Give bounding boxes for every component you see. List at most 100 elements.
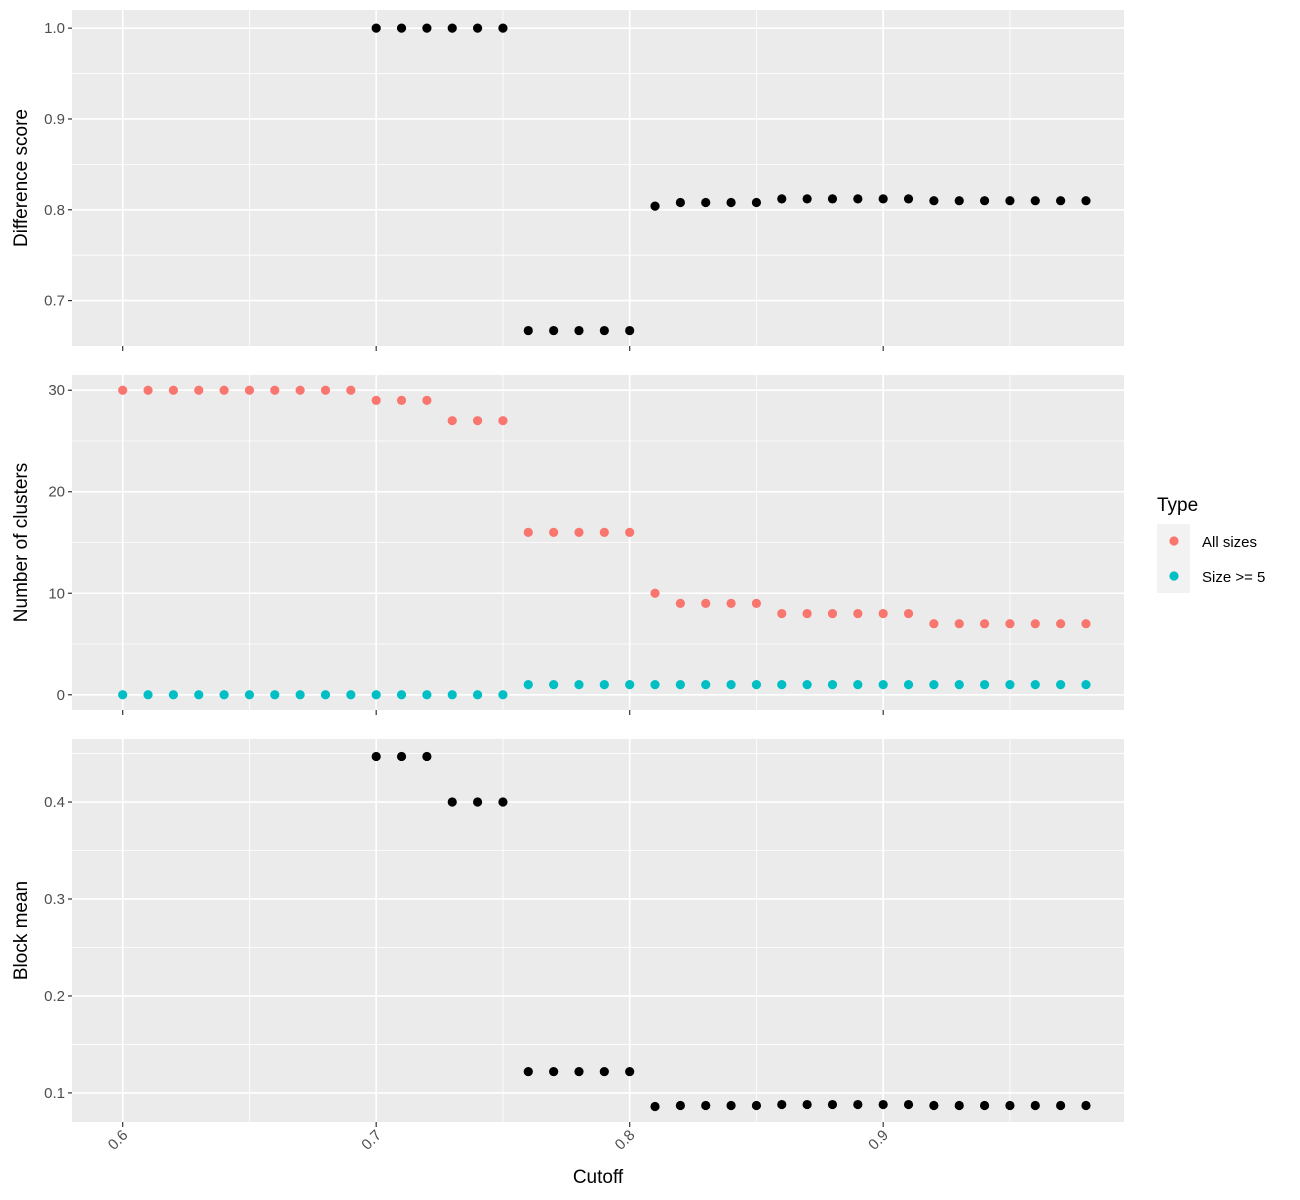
data-point: [929, 196, 939, 206]
data-point: [650, 201, 660, 211]
data-point: [1081, 1100, 1091, 1111]
data-point: [726, 1100, 736, 1111]
data-point: [168, 690, 178, 700]
data-point: [1030, 619, 1040, 629]
data-point: [954, 680, 964, 690]
data-point: [1030, 680, 1040, 690]
data-point: [371, 395, 381, 405]
y-tick-label: 0.4: [44, 794, 65, 811]
legend-key-background: [1157, 524, 1190, 593]
data-point: [1005, 196, 1015, 206]
y-tick-label: 0.7: [44, 293, 65, 310]
y-tick-label: 30: [48, 382, 65, 399]
data-point: [979, 680, 990, 690]
data-point: [903, 1099, 914, 1110]
data-point: [396, 395, 407, 405]
y-axis-title: Number of clusters: [11, 463, 32, 622]
data-point: [396, 751, 407, 762]
data-point: [498, 416, 508, 426]
data-point: [726, 598, 736, 609]
data-point: [625, 527, 635, 537]
data-point: [929, 680, 939, 690]
data-point: [1056, 680, 1066, 690]
data-point: [523, 527, 533, 537]
panel-background: [72, 10, 1124, 346]
y-tick-label: 0.1: [44, 1085, 65, 1102]
data-point: [371, 690, 381, 700]
data-point: [827, 194, 838, 204]
data-point: [422, 395, 432, 405]
panel-2: 0 10 20 30 Number of clusters: [11, 375, 1124, 715]
data-point: [295, 385, 305, 395]
x-axis-title: Cutoff: [573, 1167, 624, 1188]
y-tick-label: 10: [48, 585, 65, 602]
data-point: [143, 385, 153, 395]
data-point: [625, 680, 635, 690]
x-axis: 0.6 0.7 0.8 0.9: [105, 1127, 892, 1154]
data-point: [244, 385, 255, 395]
data-point: [650, 1101, 660, 1112]
y-tick-label: 20: [48, 484, 65, 501]
data-point: [523, 680, 533, 690]
data-point: [853, 608, 863, 619]
data-point: [675, 197, 685, 208]
x-tick-label: 0.9: [865, 1127, 892, 1154]
y-tick-label: 0: [57, 687, 65, 704]
data-point: [726, 197, 736, 208]
data-point: [472, 416, 483, 426]
data-point: [295, 690, 305, 700]
data-point: [447, 797, 457, 807]
data-point: [549, 680, 559, 690]
data-point: [625, 1066, 635, 1077]
legend-label: Size >= 5: [1202, 569, 1265, 586]
data-point: [878, 608, 888, 619]
data-point: [675, 598, 685, 609]
data-point: [675, 1100, 685, 1111]
data-point: [599, 527, 609, 537]
data-point: [498, 797, 508, 807]
data-point: [498, 690, 508, 700]
data-point: [244, 690, 255, 700]
series-1: [371, 23, 1091, 336]
data-point: [396, 690, 407, 700]
data-point: [777, 608, 787, 619]
data-point: [472, 23, 483, 33]
data-point: [498, 23, 508, 33]
data-point: [320, 385, 331, 395]
data-point: [650, 680, 660, 690]
legend-key: [1169, 571, 1179, 581]
data-point: [827, 608, 838, 619]
data-point: [726, 680, 736, 690]
data-point: [1056, 1100, 1066, 1111]
data-point: [853, 1099, 863, 1110]
y-tick-label: 0.2: [44, 988, 65, 1005]
data-point: [979, 1100, 990, 1111]
data-point: [751, 197, 762, 208]
data-point: [549, 527, 559, 537]
y-tick-label: 0.3: [44, 891, 65, 908]
data-point: [751, 680, 762, 690]
x-tick-label: 0.8: [612, 1127, 639, 1154]
data-point: [472, 690, 483, 700]
y-tick-label: 1.0: [44, 20, 65, 37]
y-tick-label: 0.8: [44, 202, 65, 219]
data-point: [447, 690, 457, 700]
data-point: [194, 690, 204, 700]
data-point: [903, 608, 914, 619]
data-point: [777, 194, 787, 204]
data-point: [472, 797, 483, 807]
data-point: [675, 680, 685, 690]
series-1: [118, 385, 1091, 629]
data-point: [954, 196, 964, 206]
data-point: [853, 194, 863, 204]
data-point: [954, 619, 964, 629]
data-point: [827, 1099, 838, 1110]
data-point: [878, 1099, 888, 1110]
data-point: [1056, 196, 1066, 206]
data-point: [422, 23, 432, 33]
data-point: [954, 1100, 964, 1111]
data-point: [549, 325, 559, 336]
series-2: [118, 680, 1091, 700]
data-point: [320, 690, 331, 700]
data-point: [751, 598, 762, 609]
